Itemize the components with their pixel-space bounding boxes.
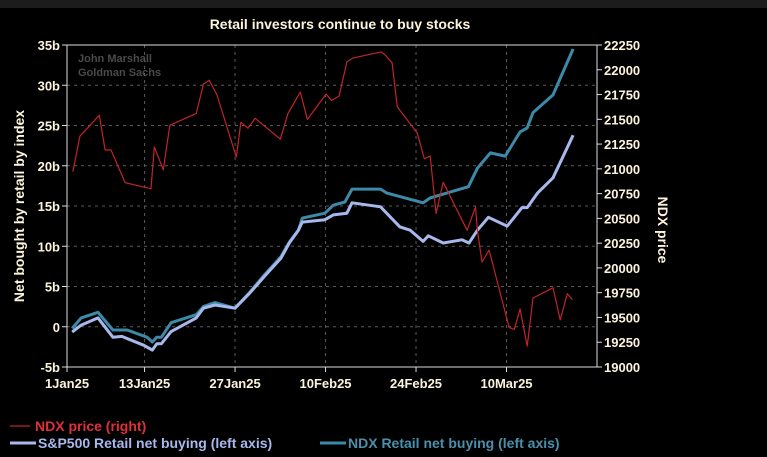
y-tick-label-left: 20b <box>38 159 60 174</box>
y-tick-label-right: 21500 <box>604 112 640 127</box>
legend-sp500: S&P500 Retail net buying (left axis) <box>38 435 272 451</box>
x-tick-label: 10Mar25 <box>480 376 532 391</box>
y-tick-label-right: 19250 <box>604 335 640 350</box>
x-tick-label: 24Feb25 <box>390 376 442 391</box>
series-line-ndx-price <box>72 51 573 347</box>
window-top-bar <box>0 0 767 8</box>
y-axis-right-label: NDX price <box>655 197 671 264</box>
series-lines <box>71 48 575 352</box>
y-tick-label-right: 22250 <box>604 38 640 53</box>
x-tick-label: 1Jan25 <box>45 376 89 391</box>
y-tick-label-left: 30b <box>38 78 60 93</box>
y-tick-label-left: 15b <box>38 199 60 214</box>
y-tick-label-left: 35b <box>38 38 60 53</box>
legend-ndx-retail: NDX Retail net buying (left axis) <box>348 435 560 451</box>
legend-ndx-price: NDX price (right) <box>35 418 146 434</box>
x-tick-label: 10Feb25 <box>300 376 352 391</box>
y-tick-label-right: 19500 <box>604 310 640 325</box>
y-tick-label-right: 19000 <box>604 360 640 375</box>
y-tick-label-right: 21250 <box>604 137 640 152</box>
y-tick-label-right: 21000 <box>604 162 640 177</box>
chart-title: Retail investors continue to buy stocks <box>210 16 471 32</box>
y-tick-label-left: -5b <box>41 360 61 375</box>
axes: 35b 30b 25b 20b 15b 10b 5b 0 -5b 22250 22000 21750 2… <box>38 38 641 391</box>
y-tick-label-right: 20750 <box>604 187 640 202</box>
series-line-sp500-retail <box>71 134 575 352</box>
watermark-author: John Marshall <box>78 53 152 65</box>
y-tick-label-right: 22000 <box>604 63 640 78</box>
y-tick-label-left: 25b <box>38 119 60 134</box>
y-tick-label-right: 21750 <box>604 88 640 103</box>
y-tick-label-right: 20250 <box>604 236 640 251</box>
series-line-ndx-retail <box>71 48 575 344</box>
y-axis-left-label: Net bought by retail by index <box>11 110 27 302</box>
y-tick-label-right: 20500 <box>604 211 640 226</box>
x-tick-label: 13Jan25 <box>119 376 170 391</box>
y-tick-label-right: 19750 <box>604 286 640 301</box>
y-tick-label-left: 5b <box>45 280 60 295</box>
y-tick-label-right: 20000 <box>604 261 640 276</box>
x-tick-label: 27Jan25 <box>209 376 260 391</box>
legend: NDX price (right) S&P500 Retail net buyi… <box>10 418 560 451</box>
watermark-firm: Goldman Sachs <box>78 67 161 79</box>
y-tick-label-left: 10b <box>38 239 60 254</box>
y-tick-label-left: 0 <box>53 320 60 335</box>
